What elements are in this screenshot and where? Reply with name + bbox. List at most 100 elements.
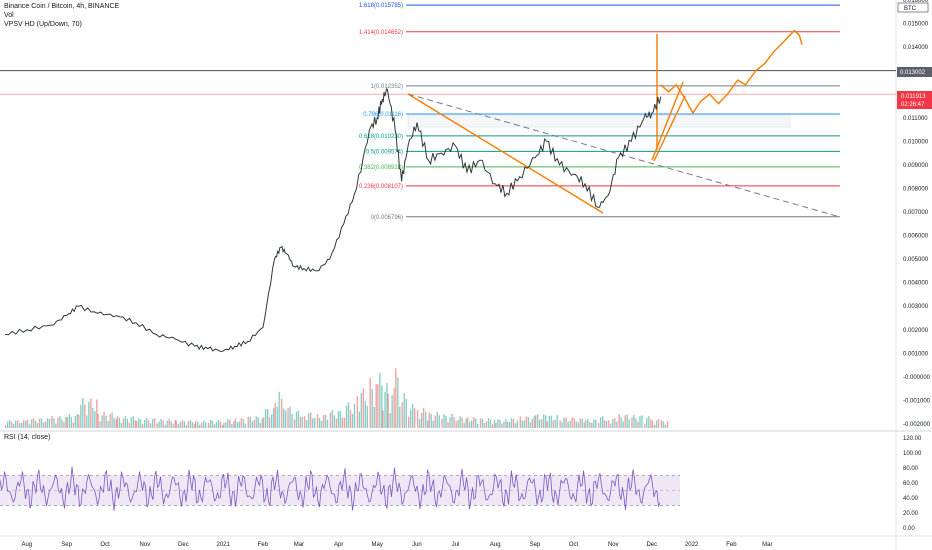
volume-bar <box>72 422 74 428</box>
volume-bar <box>605 421 608 428</box>
falling-wedge-upper-line[interactable] <box>407 93 604 214</box>
descending-trendline[interactable] <box>407 93 841 218</box>
unit-box <box>897 2 929 13</box>
symbol-title[interactable]: Binance Coin / Bitcoin, 4h, BINANCE <box>4 3 120 10</box>
volume-bar <box>364 400 367 428</box>
volume-bar <box>135 421 138 428</box>
volume-bar <box>422 408 425 428</box>
volume-bar <box>587 419 589 428</box>
volume-bar <box>40 418 43 428</box>
rsi-tick-label: 120.00 <box>903 436 922 442</box>
volume-bar <box>128 422 131 428</box>
volume-bar <box>189 420 192 428</box>
volume-bar <box>196 421 199 428</box>
time-tick-label: Dec <box>178 542 189 548</box>
price-axis[interactable]: 0.0160000.0150000.0140000.0130000.012000… <box>903 0 931 428</box>
volume-bar <box>411 404 414 428</box>
volume-bar <box>533 416 536 428</box>
volume-bar <box>603 420 606 428</box>
volume-bar <box>30 419 33 428</box>
volume-bar <box>326 419 329 428</box>
volume-bar <box>26 419 29 428</box>
volume-bar <box>628 419 630 428</box>
volume-bar <box>185 425 188 428</box>
fib-retracement[interactable]: 1.618(0.015785) 1.414(0.014652) 1(0.012352… <box>359 3 840 221</box>
rising-channel-lower-line[interactable] <box>653 95 686 162</box>
volume-bar <box>278 391 280 428</box>
volume-bar <box>660 420 663 428</box>
volume-bar <box>118 417 121 428</box>
volume-bar <box>299 416 302 428</box>
volume-bar <box>57 417 59 428</box>
volume-bar <box>571 417 573 428</box>
volume-bar <box>608 420 610 428</box>
volume-bar <box>268 417 271 428</box>
time-tick-label: Sep <box>61 542 72 548</box>
time-axis[interactable]: Aug Sep Oct Nov Dec 2021 Feb Mar Apr May Jun Jul Aug… <box>21 542 772 548</box>
volume-bar <box>514 423 517 428</box>
volume-bar <box>177 424 180 428</box>
volume-bar <box>639 416 641 428</box>
volume-bar <box>141 424 144 428</box>
volume-bar <box>242 419 245 428</box>
volume-bar <box>426 420 429 428</box>
volume-bar <box>463 423 465 428</box>
volume-bar <box>282 408 285 428</box>
consolidation-box[interactable] <box>407 114 791 128</box>
time-tick-label: Nov <box>140 542 151 548</box>
rsi-axis[interactable]: 120.00 100.00 80.00 60.00 40.00 20.00 0.00 <box>903 436 922 532</box>
fib-level-label: 0(0.006796) <box>371 215 403 221</box>
volume-bar <box>65 416 67 428</box>
price-tick-label: 0.008000 <box>903 186 929 192</box>
volume-bar <box>225 422 227 428</box>
fib-level-label: 0.236(0.008107) <box>359 184 403 190</box>
volume-bar <box>531 419 534 428</box>
volume-bar <box>347 402 350 428</box>
volume-bar <box>111 412 113 428</box>
volume-bar <box>579 418 581 428</box>
volume-bar <box>276 406 278 428</box>
volume-bar <box>366 406 369 428</box>
volume-bar <box>641 415 643 428</box>
volume-bar <box>19 423 21 428</box>
volume-bar <box>581 418 583 428</box>
volume-bar <box>187 421 190 428</box>
volume-bar <box>341 417 344 428</box>
volume-bar <box>512 418 515 428</box>
volume-bar <box>132 416 135 428</box>
volume-bar <box>9 420 11 428</box>
volume-bar <box>618 414 620 428</box>
volume-bar <box>413 408 416 428</box>
last-price-value: 0.011913 <box>901 94 926 100</box>
volume-bar <box>546 421 548 428</box>
volume-bar <box>213 424 216 428</box>
time-tick-label: Mar <box>762 542 772 548</box>
volume-bar <box>234 418 237 428</box>
volume-bar <box>240 418 243 428</box>
volume-bar <box>436 412 438 428</box>
volume-bar <box>130 417 133 428</box>
volume-bar <box>322 415 325 428</box>
volume-bar <box>107 421 109 428</box>
volume-bar <box>68 414 70 428</box>
volume-bar <box>465 418 467 428</box>
volume-bar <box>209 420 212 428</box>
volume-bar <box>236 422 239 428</box>
projected-path[interactable] <box>660 29 803 115</box>
fib-level-label: 0.618(0.010230) <box>359 134 403 140</box>
volume-bar <box>251 421 253 428</box>
volume-bar <box>289 406 291 428</box>
volume-bar <box>170 421 172 428</box>
volume-legend[interactable]: Vol <box>4 12 14 19</box>
volume-bar <box>477 423 479 428</box>
volume-bar <box>541 419 543 428</box>
vpsv-legend[interactable]: VPSV HD (Up/Down, 70) <box>4 21 82 28</box>
volume-bar <box>211 420 214 428</box>
volume-bar <box>158 421 160 428</box>
volume-bar <box>270 414 273 428</box>
volume-bar <box>115 418 117 428</box>
price-tick-label: 0.007000 <box>903 210 929 216</box>
volume-bar <box>46 418 49 428</box>
volume-bar <box>76 414 78 428</box>
rsi-legend[interactable]: RSI (14, close) <box>4 434 51 441</box>
